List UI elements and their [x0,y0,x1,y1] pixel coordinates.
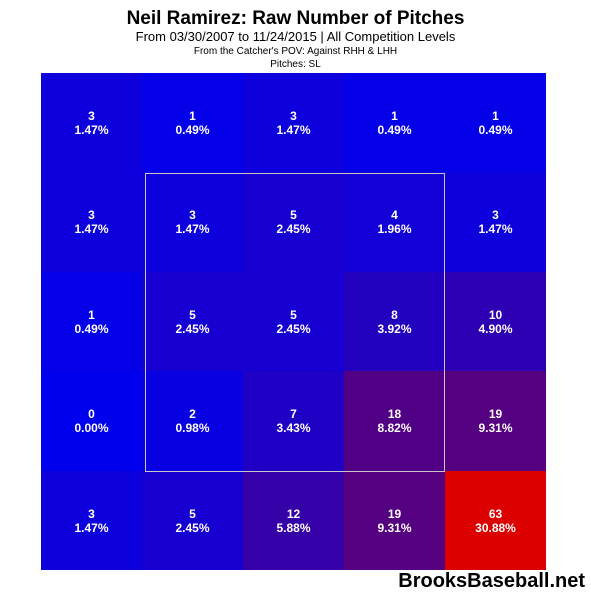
cell-count-label: 3 [492,208,499,222]
heatmap-cell-r2-c2: 3 1.47% [142,172,243,272]
heatmap-cell-r4-c2: 2 0.98% [142,371,243,471]
heatmap-cell-r3-c3: 5 2.45% [243,272,344,371]
heatmap-cell-r3-c5: 10 4.90% [445,272,546,371]
cell-percent-label: 1.96% [377,222,412,236]
cell-percent-label: 2.45% [175,520,210,535]
heatmap-cell-r2-c1: 3 1.47% [41,172,142,272]
heatmap-cell-r5-c4: 19 9.31% [344,471,445,570]
cell-count-label: 3 [88,108,95,123]
cell-percent-label: 9.31% [478,421,513,435]
cell-count-label: 18 [387,407,402,421]
cell-percent-label: 2.45% [276,222,311,236]
cell-percent-label: 2.45% [276,321,311,336]
cell-percent-label: 1.47% [74,222,109,236]
cell-percent-label: 9.31% [377,520,412,535]
cell-count-label: 5 [189,506,196,521]
chart-note-pitches: Pitches: SL [270,59,321,70]
cell-count-label: 2 [189,407,196,421]
heatmap-cell-r5-c1: 3 1.47% [41,471,142,570]
cell-percent-label: 2.45% [175,321,210,336]
heatmap-cell-r3-c2: 5 2.45% [142,272,243,371]
cell-percent-label: 0.49% [175,122,210,137]
heatmap-cell-r1-c2: 1 0.49% [142,73,243,172]
cell-count-label: 4 [391,208,398,222]
heatmap-cell-r4-c3: 7 3.43% [243,371,344,471]
cell-count-label: 8 [391,307,398,322]
cell-count-label: 1 [492,108,499,123]
cell-percent-label: 0.98% [175,421,210,435]
heatmap-cell-r1-c3: 3 1.47% [243,73,344,172]
cell-percent-label: 3.92% [377,321,412,336]
cell-percent-label: 1.47% [74,520,109,535]
cell-percent-label: 4.90% [478,321,513,336]
cell-percent-label: 1.47% [175,222,210,236]
cell-percent-label: 1.47% [478,222,513,236]
heatmap-cell-r2-c4: 4 1.96% [344,172,445,272]
heatmap-cell-r4-c1: 0 0.00% [41,371,142,471]
cell-count-label: 7 [290,407,297,421]
cell-count-label: 1 [189,108,196,123]
cell-count-label: 3 [88,506,95,521]
cell-percent-label: 8.82% [377,421,412,435]
cell-percent-label: 5.88% [276,520,311,535]
cell-count-label: 3 [88,208,95,222]
cell-count-label: 1 [391,108,398,123]
cell-count-label: 3 [290,108,297,123]
heatmap-cell-r3-c1: 1 0.49% [41,272,142,371]
heatmap-cell-r1-c5: 1 0.49% [445,73,546,172]
heatmap-cell-r5-c5: 63 30.88% [445,471,546,570]
cell-percent-label: 0.49% [478,122,513,137]
cell-count-label: 5 [290,208,297,222]
heatmap-cell-r1-c1: 3 1.47% [41,73,142,172]
cell-percent-label: 1.47% [276,122,311,137]
cell-count-label: 3 [189,208,196,222]
cell-count-label: 19 [488,407,503,421]
cell-percent-label: 30.88% [475,520,516,535]
heatmap-cell-r3-c4: 8 3.92% [344,272,445,371]
cell-count-label: 63 [488,506,503,521]
cell-percent-label: 3.43% [276,421,311,435]
cell-percent-label: 0.00% [74,421,109,435]
site-watermark: BrooksBaseball.net [398,570,585,592]
heatmap-cell-r5-c2: 5 2.45% [142,471,243,570]
heatmap-cell-r4-c4: 18 8.82% [344,371,445,471]
cell-count-label: 10 [488,307,503,322]
cell-count-label: 1 [88,307,95,322]
heatmap-cell-r1-c4: 1 0.49% [344,73,445,172]
pitch-heatmap-grid: 3 1.47% 1 0.49% 3 1.47% 1 0.49% 1 0.49% 3 1.47% 3 1.4… [41,73,546,570]
chart-title: Neil Ramirez: Raw Number of Pitches [126,8,465,29]
cell-percent-label: 0.49% [74,321,109,336]
cell-count-label: 0 [88,407,95,421]
cell-count-label: 5 [290,307,297,322]
heatmap-cell-r4-c5: 19 9.31% [445,371,546,471]
chart-subtitle: From 03/30/2007 to 11/24/2015 | All Comp… [135,29,456,44]
cell-count-label: 5 [189,307,196,322]
cell-count-label: 19 [387,506,402,521]
cell-count-label: 12 [286,506,301,521]
chart-note-pov: From the Catcher's POV: Against RHH & LH… [193,46,398,57]
heatmap-cell-r2-c3: 5 2.45% [243,172,344,272]
cell-percent-label: 0.49% [377,122,412,137]
cell-percent-label: 1.47% [74,122,109,137]
heatmap-cell-r2-c5: 3 1.47% [445,172,546,272]
heatmap-cell-r5-c3: 12 5.88% [243,471,344,570]
